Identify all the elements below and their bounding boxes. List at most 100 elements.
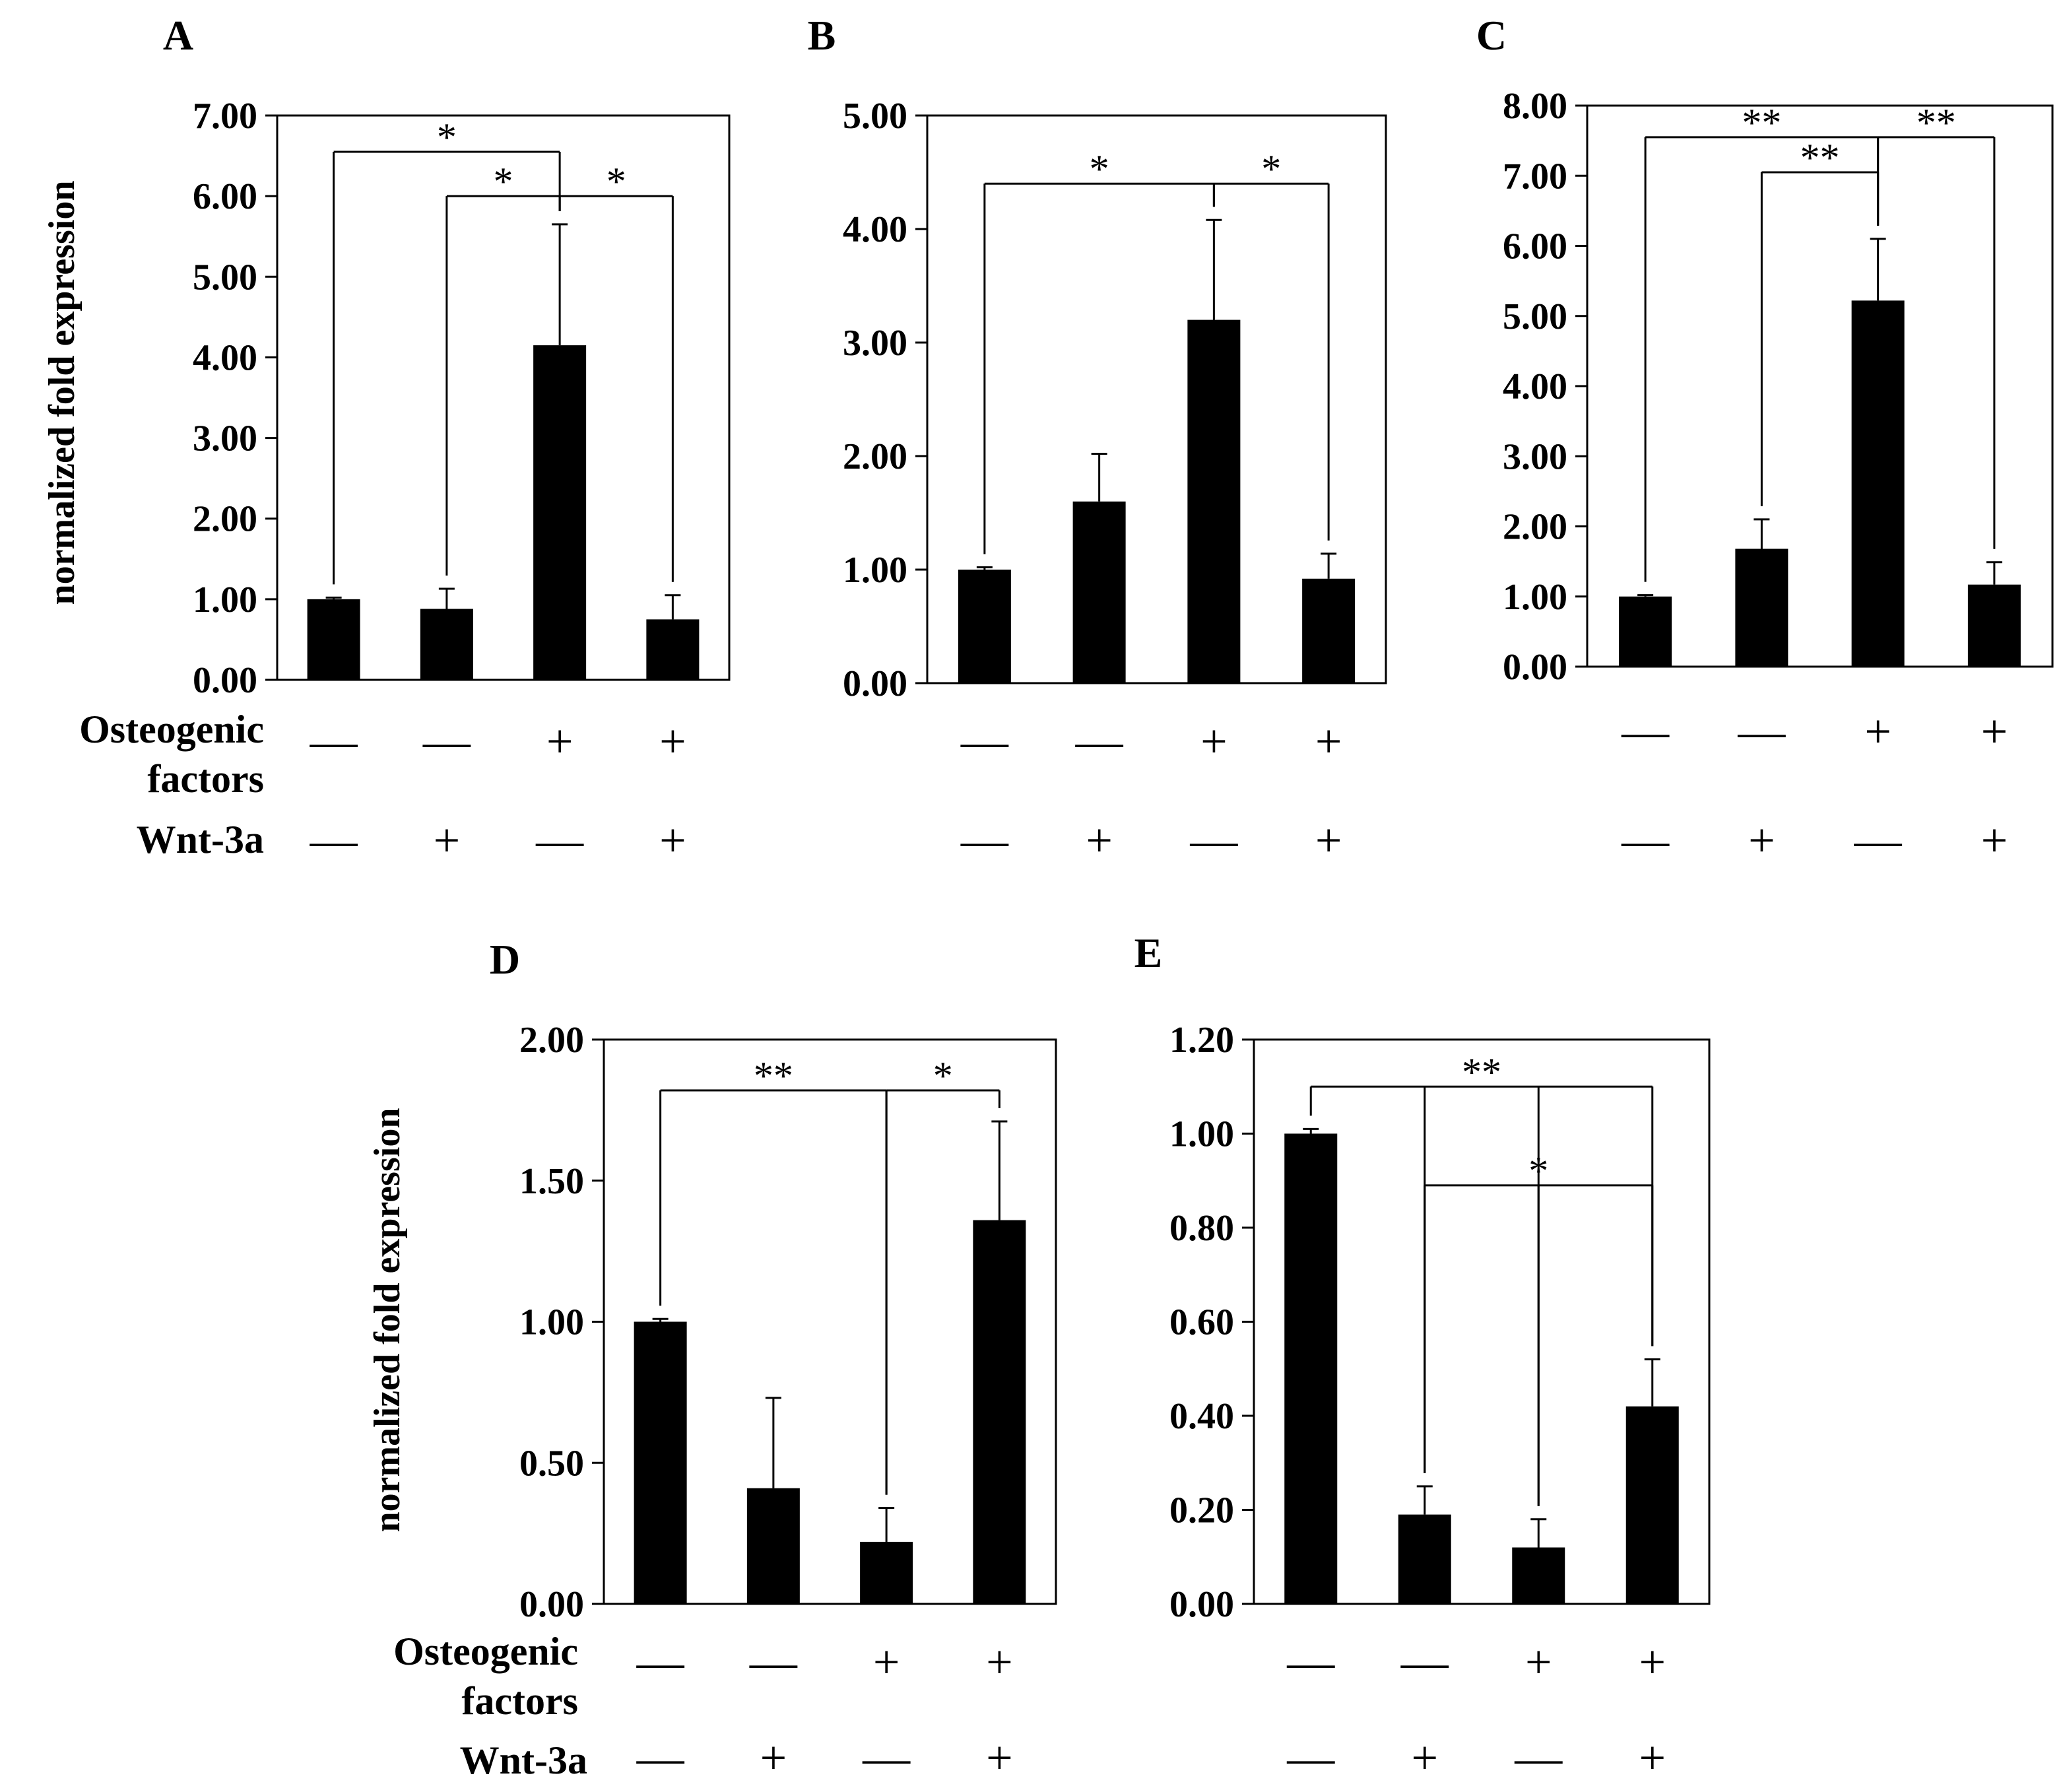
- osteogenic-sign-e-3: +: [1639, 1636, 1666, 1688]
- osteogenic-sign-a-3: +: [659, 715, 686, 768]
- bar-d-3: [973, 1220, 1026, 1604]
- wnt-label-top: Wnt-3a: [137, 818, 264, 861]
- bar-b-0: [958, 570, 1011, 683]
- bar-b-2: [1187, 319, 1241, 684]
- bar-a-3: [646, 619, 700, 680]
- osteogenic-label-bottom-line2: factors: [461, 1679, 578, 1723]
- bar-a-2: [533, 345, 587, 680]
- bar-e-1: [1398, 1514, 1451, 1604]
- y-tick-label-b-2: 2.00: [843, 436, 907, 477]
- bar-d-2: [860, 1541, 913, 1604]
- panel-b: B 0.00 1.00 2.00 3.00 4.00 5.00 * * — — + + — + — +: [808, 12, 1387, 867]
- panel-title-d: D: [490, 936, 520, 983]
- wnt-sign-c-2: —: [1854, 814, 1903, 867]
- wnt-sign-d-0: —: [636, 1731, 685, 1784]
- y-tick-label-c-4: 4.00: [1503, 366, 1567, 407]
- wnt-sign-a-3: +: [659, 814, 686, 867]
- wnt-sign-e-2: —: [1514, 1731, 1563, 1784]
- wnt-sign-c-0: —: [1621, 814, 1670, 867]
- sig-label-c-2: **: [1917, 101, 1956, 145]
- y-tick-label-c-8: 8.00: [1503, 86, 1567, 127]
- y-tick-label-c-7: 7.00: [1503, 156, 1567, 197]
- wnt-sign-a-1: +: [434, 814, 461, 867]
- y-tick-label-e-3: 0.60: [1169, 1302, 1234, 1343]
- bar-e-0: [1284, 1133, 1338, 1604]
- y-tick-label-e-2: 0.40: [1169, 1396, 1234, 1437]
- wnt-sign-b-1: +: [1086, 814, 1113, 867]
- y-tick-label-d-2: 1.00: [519, 1302, 584, 1343]
- osteogenic-sign-c-2: +: [1864, 705, 1891, 758]
- y-tick-label-d-0: 0.00: [519, 1584, 584, 1625]
- y-tick-label-d-4: 2.00: [519, 1020, 584, 1061]
- panel-title-c: C: [1476, 12, 1507, 59]
- osteogenic-label-top-line2: factors: [147, 757, 264, 801]
- sig-label-b-0: *: [1090, 147, 1109, 191]
- panel-title-e: E: [1134, 929, 1163, 976]
- y-tick-label-a-6: 6.00: [193, 176, 257, 217]
- wnt-sign-c-3: +: [1981, 814, 2008, 867]
- osteogenic-sign-b-0: —: [960, 715, 1009, 768]
- plot-frame-a: [276, 114, 731, 681]
- osteogenic-sign-d-1: —: [749, 1636, 798, 1688]
- y-tick-label-b-1: 1.00: [843, 550, 907, 591]
- bar-e-2: [1512, 1547, 1565, 1604]
- osteogenic-sign-b-1: —: [1075, 715, 1124, 768]
- y-tick-label-c-3: 3.00: [1503, 436, 1567, 477]
- osteogenic-sign-d-0: —: [636, 1636, 685, 1688]
- y-tick-label-d-3: 1.50: [519, 1161, 584, 1202]
- bar-c-1: [1735, 548, 1788, 667]
- wnt-sign-e-0: —: [1286, 1731, 1335, 1784]
- bar-c-0: [1619, 596, 1672, 667]
- bar-d-1: [746, 1488, 800, 1604]
- osteogenic-sign-a-2: +: [546, 715, 574, 768]
- wnt-sign-b-3: +: [1315, 814, 1342, 867]
- y-axis-label-bottom: normalized fold expression: [367, 1108, 408, 1533]
- sig-label-e-1: *: [1528, 1149, 1548, 1193]
- y-tick-label-a-3: 3.00: [193, 418, 257, 459]
- y-tick-label-a-4: 4.00: [193, 337, 257, 378]
- osteogenic-label-top-line1: Osteogenic: [79, 708, 264, 751]
- y-tick-label-e-0: 0.00: [1169, 1584, 1234, 1625]
- osteogenic-sign-e-1: —: [1400, 1636, 1449, 1688]
- y-tick-label-e-1: 0.20: [1169, 1490, 1234, 1531]
- sig-label-a-1: *: [494, 160, 513, 203]
- osteogenic-sign-a-0: —: [310, 715, 358, 768]
- y-tick-label-c-0: 0.00: [1503, 647, 1567, 688]
- wnt-sign-d-2: —: [862, 1731, 911, 1784]
- y-tick-label-c-5: 5.00: [1503, 296, 1567, 337]
- osteogenic-sign-e-0: —: [1286, 1636, 1335, 1688]
- bar-b-1: [1072, 501, 1126, 683]
- osteogenic-label-bottom-line1: Osteogenic: [393, 1630, 578, 1673]
- y-tick-label-b-0: 0.00: [843, 663, 907, 704]
- plot-frame-b: [926, 114, 1387, 684]
- osteogenic-sign-d-2: +: [873, 1636, 900, 1688]
- panel-c: C 0.00 1.00 2.00 3.00 4.00 5.00 6.00 7.00 8.00 ** *…: [1476, 12, 2054, 867]
- osteogenic-sign-b-2: +: [1200, 715, 1228, 768]
- osteogenic-sign-e-2: +: [1525, 1636, 1552, 1688]
- panel-d: D0.000.501.001.502.00** *— — + +— + — +: [490, 936, 1057, 1784]
- bar-a-1: [420, 609, 473, 680]
- y-axis-label-top: normalized fold expression: [42, 181, 82, 605]
- osteogenic-sign-c-3: +: [1981, 705, 2008, 758]
- y-tick-label-b-5: 5.00: [843, 96, 907, 137]
- wnt-sign-b-2: —: [1189, 814, 1238, 867]
- y-tick-label-b-4: 4.00: [843, 209, 907, 250]
- sig-label-d-0: **: [754, 1054, 793, 1098]
- sig-label-c-1: **: [1800, 136, 1840, 180]
- bar-e-3: [1625, 1406, 1679, 1604]
- sig-label-b-1: *: [1261, 147, 1281, 191]
- panel-title-b: B: [808, 12, 836, 59]
- wnt-sign-d-1: +: [760, 1731, 787, 1784]
- y-tick-label-a-2: 2.00: [193, 499, 257, 540]
- osteogenic-sign-a-1: —: [422, 715, 471, 768]
- sig-label-d-1: *: [933, 1054, 953, 1098]
- bar-c-3: [1967, 584, 2021, 667]
- y-tick-label-c-2: 2.00: [1503, 507, 1567, 548]
- panel-a: A 0.00 1.00 2.00 3.00 4.00 5.00 6.00 7.00 * * * — — + +…: [163, 12, 731, 867]
- osteogenic-sign-c-0: —: [1621, 705, 1670, 758]
- y-tick-label-e-5: 1.00: [1169, 1114, 1234, 1155]
- y-tick-label-a-1: 1.00: [193, 580, 257, 620]
- wnt-sign-d-3: +: [986, 1731, 1013, 1784]
- wnt-sign-c-1: +: [1748, 814, 1775, 867]
